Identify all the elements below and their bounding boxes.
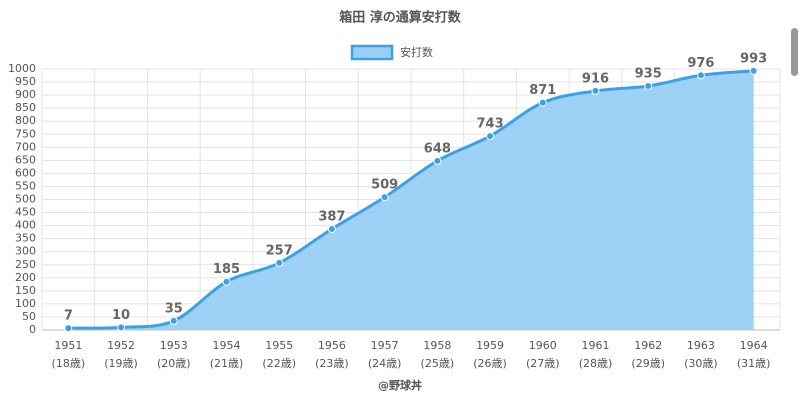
point: [380, 193, 389, 202]
data-label: 976: [687, 56, 714, 71]
x-tick-label: 1952: [107, 339, 135, 352]
y-tick-label: 800: [15, 114, 36, 127]
x-tick-sublabel: (31歳): [737, 357, 771, 370]
x-tick-label: 1963: [687, 339, 715, 352]
y-tick-label: 0: [29, 323, 36, 336]
y-tick-label: 350: [15, 232, 36, 245]
x-tick-sublabel: (26歳): [473, 357, 507, 370]
data-label: 387: [318, 209, 345, 224]
x-tick-sublabel: (22歳): [262, 357, 296, 370]
area: [68, 70, 754, 331]
x-tick-sublabel: (20歳): [157, 357, 191, 370]
point: [433, 156, 442, 165]
point: [222, 277, 231, 286]
legend-swatch: [350, 44, 394, 61]
data-label: 509: [371, 178, 398, 193]
y-tick-label: 300: [15, 245, 36, 258]
x-tick-label: 1961: [582, 339, 610, 352]
x-tick-sublabel: (24歳): [368, 357, 402, 370]
point: [64, 324, 73, 333]
y-tick-label: 550: [15, 179, 36, 192]
point: [538, 98, 547, 107]
x-tick-label: 1964: [740, 339, 768, 352]
point: [696, 71, 705, 80]
data-label: 7: [64, 309, 73, 324]
point: [169, 316, 178, 325]
y-tick-label: 150: [15, 284, 36, 297]
y-tick-label: 650: [15, 153, 36, 166]
x-tick-label: 1954: [213, 339, 241, 352]
data-label: 743: [477, 117, 504, 132]
x-tick-label: 1955: [265, 339, 293, 352]
point: [644, 81, 653, 90]
x-tick-sublabel: (27歳): [526, 357, 560, 370]
data-label: 916: [582, 71, 609, 86]
y-tick-label: 600: [15, 166, 36, 179]
y-tick-label: 400: [15, 219, 36, 232]
y-tick-label: 100: [15, 297, 36, 310]
x-tick-label: 1959: [476, 339, 504, 352]
point: [591, 86, 600, 95]
point: [486, 132, 495, 141]
x-tick-label: 1962: [634, 339, 662, 352]
footer: @野球丼: [378, 378, 422, 392]
x-tick-sublabel: (29歳): [631, 357, 665, 370]
data-label: 35: [165, 301, 183, 316]
x-tick-sublabel: (21歳): [210, 357, 244, 370]
data-label: 871: [529, 83, 556, 98]
y-tick-label: 500: [15, 193, 36, 206]
x-tick-label: 1956: [318, 339, 346, 352]
x-tick-label: 1951: [54, 339, 82, 352]
x-tick-sublabel: (18歳): [52, 357, 86, 370]
x-tick-label: 1958: [423, 339, 451, 352]
x-tick-sublabel: (30歳): [684, 357, 718, 370]
y-tick-label: 900: [15, 88, 36, 101]
legend-label: 安打数: [400, 45, 433, 59]
point: [275, 258, 284, 267]
chart-title: 箱田 淳の通算安打数: [339, 10, 462, 26]
point: [327, 224, 336, 233]
point: [749, 66, 758, 75]
x-tick-label: 1957: [371, 339, 399, 352]
y-tick-label: 700: [15, 140, 36, 153]
data-label: 648: [424, 141, 451, 156]
data-label: 185: [213, 262, 240, 277]
data-label: 993: [740, 51, 767, 66]
x-tick-sublabel: (28歳): [579, 357, 613, 370]
y-tick-label: 750: [15, 127, 36, 140]
x-tick-sublabel: (19歳): [104, 357, 138, 370]
y-tick-label: 950: [15, 75, 36, 88]
y-tick-label: 450: [15, 206, 36, 219]
data-label: 257: [266, 243, 293, 258]
data-label: 935: [635, 66, 662, 81]
y-tick-label: 50: [22, 310, 36, 323]
data-label: 10: [112, 308, 130, 323]
x-tick-sublabel: (25歳): [421, 357, 455, 370]
y-tick-label: 850: [15, 101, 36, 114]
point: [117, 323, 126, 332]
line: [68, 69, 754, 330]
x-tick-sublabel: (23歳): [315, 357, 349, 370]
scrollbar[interactable]: [791, 28, 798, 76]
x-tick-label: 1960: [529, 339, 557, 352]
x-tick-label: 1953: [160, 339, 188, 352]
y-tick-label: 1000: [8, 62, 36, 75]
y-tick-label: 200: [15, 271, 36, 284]
y-tick-label: 250: [15, 258, 36, 271]
